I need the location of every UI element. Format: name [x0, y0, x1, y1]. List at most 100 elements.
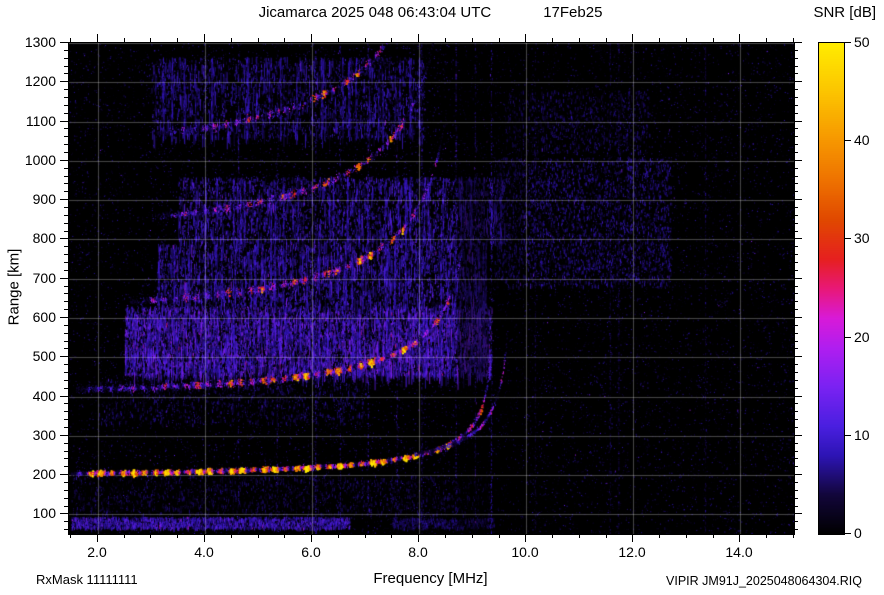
y-minor-tick	[64, 333, 68, 334]
x-minor-tick	[311, 38, 312, 42]
y-minor-tick	[794, 364, 798, 365]
y-minor-tick	[794, 168, 798, 169]
y-minor-tick	[64, 396, 68, 397]
y-minor-tick	[64, 451, 68, 452]
y-minor-tick	[794, 73, 798, 74]
y-minor-tick	[64, 42, 68, 43]
y-tick-label: 1000	[24, 152, 56, 168]
y-minor-tick	[64, 97, 68, 98]
y-major-tick	[794, 513, 802, 514]
y-major-tick	[794, 435, 802, 436]
y-minor-tick	[794, 356, 798, 357]
x-minor-tick	[739, 38, 740, 42]
y-minor-tick	[794, 482, 798, 483]
y-minor-tick	[794, 506, 798, 507]
x-minor-tick	[659, 38, 660, 42]
x-minor-tick	[150, 534, 151, 538]
x-minor-tick	[659, 534, 660, 538]
x-minor-tick	[445, 38, 446, 42]
colorbar-tick	[845, 140, 851, 141]
y-minor-tick	[64, 325, 68, 326]
x-minor-tick	[525, 534, 526, 538]
x-minor-tick	[338, 534, 339, 538]
y-minor-tick	[64, 301, 68, 302]
y-minor-tick	[794, 403, 798, 404]
y-minor-tick	[64, 419, 68, 420]
y-minor-tick	[794, 231, 798, 232]
y-minor-tick	[794, 191, 798, 192]
y-tick-label: 700	[32, 270, 56, 286]
y-minor-tick	[64, 388, 68, 389]
x-minor-tick	[204, 534, 205, 538]
x-minor-tick	[365, 38, 366, 42]
y-minor-tick	[794, 278, 798, 279]
y-major-tick	[794, 474, 802, 475]
y-minor-tick	[794, 128, 798, 129]
y-minor-tick	[794, 427, 798, 428]
x-minor-tick	[284, 38, 285, 42]
y-tick-label: 1200	[24, 73, 56, 89]
y-minor-tick	[794, 121, 798, 122]
x-minor-tick	[713, 534, 714, 538]
y-minor-tick	[794, 144, 798, 145]
y-tick-label: 200	[32, 466, 56, 482]
y-minor-tick	[794, 160, 798, 161]
y-minor-tick	[64, 364, 68, 365]
y-minor-tick	[64, 458, 68, 459]
y-minor-tick	[794, 490, 798, 491]
y-minor-tick	[794, 317, 798, 318]
y-major-tick	[794, 317, 802, 318]
x-minor-tick	[579, 38, 580, 42]
y-minor-tick	[64, 372, 68, 373]
x-tick-label: 10.0	[511, 544, 539, 560]
colorbar-tick-label: 30	[854, 230, 870, 246]
x-minor-tick	[445, 534, 446, 538]
y-tick-label: 100	[32, 505, 56, 521]
y-minor-tick	[794, 246, 798, 247]
y-minor-tick	[794, 411, 798, 412]
colorbar-tick	[845, 42, 851, 43]
x-minor-tick	[418, 38, 419, 42]
y-minor-tick	[794, 443, 798, 444]
x-axis-label: Frequency [MHz]	[373, 570, 488, 587]
x-minor-tick	[177, 38, 178, 42]
y-minor-tick	[64, 380, 68, 381]
x-minor-tick	[606, 38, 607, 42]
y-minor-tick	[64, 50, 68, 51]
plot-title-row: Jicamarca 2025 048 06:43:04 UTC 17Feb25	[68, 4, 793, 21]
y-minor-tick	[64, 286, 68, 287]
y-minor-tick	[64, 341, 68, 342]
y-minor-tick	[794, 286, 798, 287]
y-minor-tick	[794, 458, 798, 459]
x-minor-tick	[499, 38, 500, 42]
y-minor-tick	[64, 73, 68, 74]
x-minor-tick	[97, 38, 98, 42]
y-tick-label: 900	[32, 191, 56, 207]
y-minor-tick	[794, 348, 798, 349]
x-major-tick	[204, 534, 205, 542]
y-minor-tick	[794, 254, 798, 255]
y-minor-tick	[794, 333, 798, 334]
y-minor-tick	[64, 270, 68, 271]
x-minor-tick	[284, 534, 285, 538]
y-minor-tick	[64, 152, 68, 153]
y-minor-tick	[794, 238, 798, 239]
y-minor-tick	[794, 372, 798, 373]
x-minor-tick	[552, 38, 553, 42]
colorbar-tick-label: 50	[854, 34, 870, 50]
y-minor-tick	[64, 246, 68, 247]
y-minor-tick	[64, 207, 68, 208]
x-minor-tick	[766, 38, 767, 42]
x-minor-tick	[124, 38, 125, 42]
y-minor-tick	[794, 325, 798, 326]
y-minor-tick	[64, 529, 68, 530]
y-minor-tick	[794, 529, 798, 530]
y-minor-tick	[64, 58, 68, 59]
x-minor-tick	[713, 38, 714, 42]
y-minor-tick	[794, 293, 798, 294]
x-major-tick	[311, 534, 312, 542]
y-major-tick	[794, 121, 802, 122]
y-minor-tick	[64, 317, 68, 318]
y-tick-label: 800	[32, 230, 56, 246]
y-minor-tick	[64, 160, 68, 161]
